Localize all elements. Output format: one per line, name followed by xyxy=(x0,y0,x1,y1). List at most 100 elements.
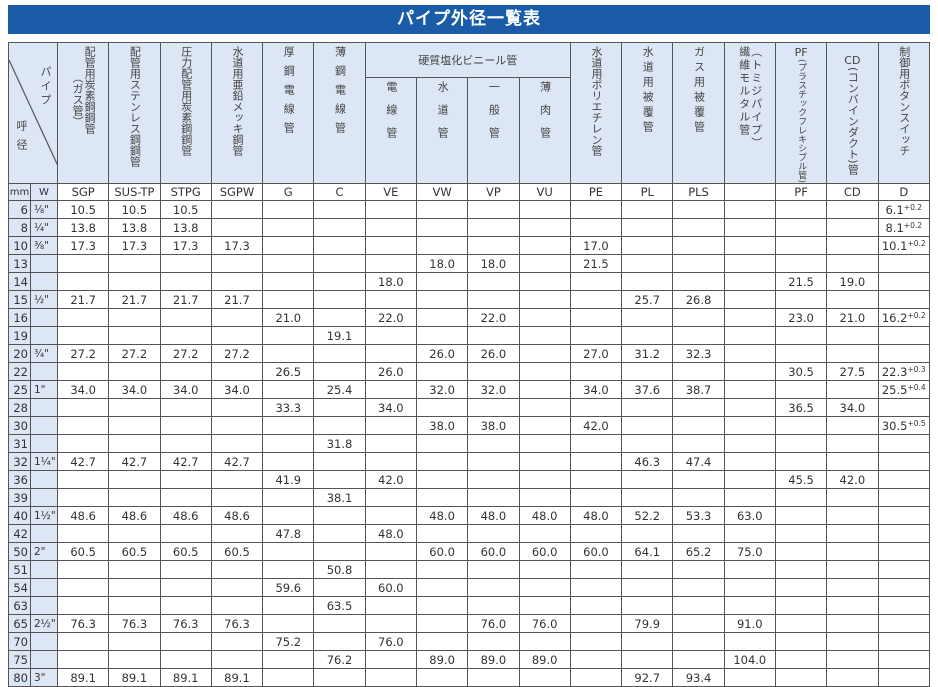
value-cell xyxy=(364,290,417,310)
value-cell: 21.0 xyxy=(826,308,879,328)
value-cell xyxy=(877,542,930,562)
value-cell: 42.7 xyxy=(108,452,161,472)
value-cell xyxy=(826,506,879,526)
code-cell: CD xyxy=(826,183,879,202)
value-cell xyxy=(672,596,725,616)
code-cell: PE xyxy=(569,183,623,202)
value-cell xyxy=(621,200,674,220)
value-cell xyxy=(313,236,366,256)
nominal-inch: 1¼" xyxy=(30,452,58,472)
value-cell xyxy=(159,470,212,490)
value-cell: 76.0 xyxy=(467,614,520,634)
header-stpg: 圧力配管用炭素鋼鋼管 xyxy=(159,41,212,185)
value-cell: 48.6 xyxy=(56,506,110,526)
value-cell xyxy=(364,416,417,436)
value-cell xyxy=(108,326,161,346)
value-cell: 21.7 xyxy=(210,290,264,310)
value-cell xyxy=(364,596,417,616)
value-cell: 27.2 xyxy=(56,344,110,364)
value-cell xyxy=(826,290,879,310)
corner-nominal-label: 呼径 xyxy=(15,120,28,159)
code-cell: G xyxy=(262,183,315,202)
code-cell: PL xyxy=(621,183,674,202)
table-row: 63 63.5 xyxy=(8,596,930,616)
value-cell xyxy=(774,614,828,634)
value-cell xyxy=(877,254,930,274)
header-d: 制御用ボタンスイッチ xyxy=(877,41,930,185)
value-cell xyxy=(262,200,315,220)
value-cell: 63.0 xyxy=(723,506,776,526)
nominal-mm: 51 xyxy=(8,560,31,580)
value-cell: 21.7 xyxy=(159,290,212,310)
value-cell xyxy=(313,668,366,687)
value-cell xyxy=(877,506,930,526)
value-cell xyxy=(774,344,828,364)
value-cell: 26.0 xyxy=(467,344,520,364)
value-cell xyxy=(723,254,776,274)
value-cell xyxy=(262,344,315,364)
value-cell xyxy=(262,434,315,454)
value-cell: 34.0 xyxy=(210,380,264,400)
header-pe: 水道用ポリエチレン管 xyxy=(569,41,623,185)
value-cell xyxy=(723,488,776,508)
code-cell: D xyxy=(877,183,930,202)
value-cell xyxy=(723,434,776,454)
value-cell xyxy=(723,560,776,580)
nominal-inch: 2½" xyxy=(30,614,58,634)
pipe-diameter-table: パイプ 呼径 配管用炭素鋼鋼管 （ガス管） 配管用ステンレス鋼鋼管 圧力配管用炭素… xyxy=(8,41,930,687)
nominal-mm: 15 xyxy=(8,290,31,310)
value-cell xyxy=(313,272,366,292)
value-cell xyxy=(467,398,520,418)
value-cell xyxy=(262,290,315,310)
code-cell: STPG xyxy=(159,183,212,202)
value-cell xyxy=(569,326,623,346)
value-cell xyxy=(415,272,469,292)
value-cell: 22.3+0.3 xyxy=(877,362,930,382)
value-cell: 76.0 xyxy=(518,614,571,634)
value-cell xyxy=(364,434,417,454)
value-cell xyxy=(313,398,366,418)
value-cell xyxy=(569,308,623,328)
value-cell: 13.8 xyxy=(159,218,212,238)
value-cell xyxy=(672,254,725,274)
value-cell xyxy=(415,560,469,580)
table-row: 22 26.5 26.0 30.5 27.5 22.3+0.3 xyxy=(8,362,930,382)
code-cell: VU xyxy=(518,183,571,202)
value-cell xyxy=(313,200,366,220)
value-cell xyxy=(569,614,623,634)
value-cell: 25.4 xyxy=(313,380,366,400)
value-cell xyxy=(826,236,879,256)
code-cell: PF xyxy=(774,183,828,202)
value-cell xyxy=(313,542,366,562)
value-cell xyxy=(108,596,161,616)
value-cell xyxy=(210,254,264,274)
value-cell xyxy=(364,200,417,220)
value-cell xyxy=(467,434,520,454)
value-cell xyxy=(415,668,469,687)
value-cell xyxy=(723,578,776,598)
value-cell xyxy=(723,326,776,346)
value-cell xyxy=(723,200,776,220)
nominal-mm: 40 xyxy=(8,506,31,526)
value-cell: 38.0 xyxy=(467,416,520,436)
value-cell xyxy=(569,578,623,598)
table-row: 36 41.9 42.0 45.5 42.0 xyxy=(8,470,930,490)
value-cell xyxy=(210,200,264,220)
value-cell: 34.0 xyxy=(826,398,879,418)
value-cell: 47.4 xyxy=(672,452,725,472)
value-cell xyxy=(210,488,264,508)
value-cell xyxy=(621,308,674,328)
value-cell xyxy=(467,470,520,490)
value-cell xyxy=(108,362,161,382)
value-cell xyxy=(467,596,520,616)
value-cell xyxy=(210,470,264,490)
value-cell xyxy=(672,416,725,436)
value-cell xyxy=(108,416,161,436)
nominal-mm: 25 xyxy=(8,380,31,400)
value-cell xyxy=(723,272,776,292)
value-cell: 32.0 xyxy=(415,380,469,400)
value-cell xyxy=(262,668,315,687)
value-cell xyxy=(877,578,930,598)
value-cell xyxy=(210,434,264,454)
table-row: 14 18.0 21.5 19.0 xyxy=(8,272,930,292)
